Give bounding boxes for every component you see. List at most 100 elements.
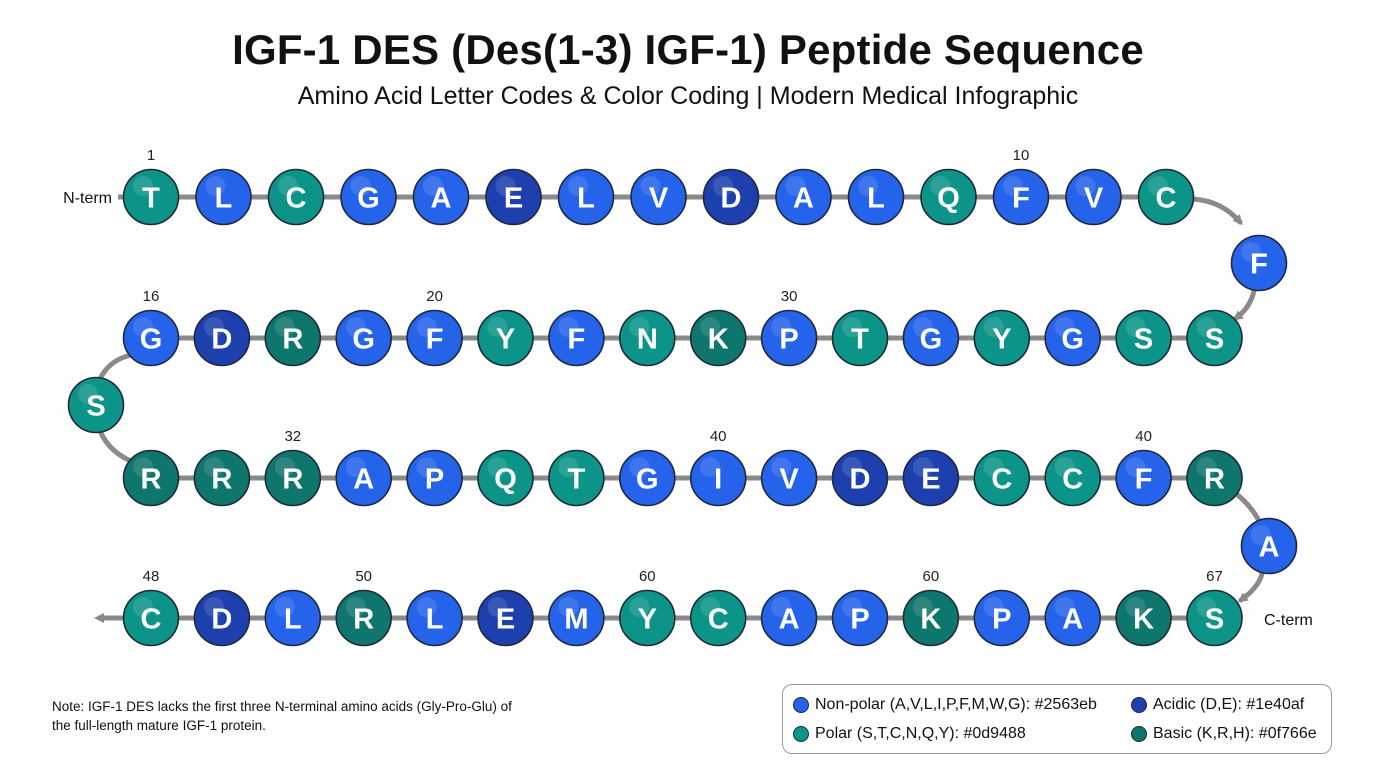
- residue-r3-12-highlight: [912, 457, 933, 477]
- residue-r2-7-circle: [548, 309, 605, 367]
- residue-r4-9-letter: C: [708, 604, 729, 636]
- residue-r2-11-highlight: [842, 317, 862, 337]
- residue-r2-4-highlight: [345, 317, 366, 337]
- residue-r4-14-circle: [1044, 589, 1101, 647]
- residue-r1-12-highlight: [930, 176, 951, 196]
- position-label: 40: [1135, 428, 1152, 445]
- residue-r1-9-highlight: [713, 176, 733, 196]
- residue-r3-13: C: [973, 449, 1031, 507]
- residue-r4-6-circle: [477, 589, 534, 647]
- residue-r4-3: L: [264, 589, 322, 647]
- residue-r1-2: L: [195, 168, 252, 226]
- residue-r1-1-circle: [122, 168, 180, 226]
- residue-r3-6: Q: [477, 449, 534, 507]
- residue-r3-3-circle: [264, 449, 322, 507]
- residue-r2-9-highlight: [700, 317, 721, 337]
- footnote: Note: IGF-1 DES lacks the first three N-…: [52, 699, 512, 733]
- residue-r2-16-circle: [1186, 309, 1243, 367]
- residue-r3-1-letter: R: [141, 464, 162, 496]
- residue-r4-2-circle: [193, 589, 251, 647]
- residue-r4-1-highlight: [133, 597, 153, 617]
- residue-r4-10-highlight: [771, 597, 792, 617]
- residue-r1-13-circle: [992, 168, 1050, 226]
- residue-r1-1-letter: T: [142, 183, 160, 215]
- residue-r2-3-letter: R: [282, 324, 303, 356]
- residue-r4-1-letter: C: [141, 604, 162, 636]
- residue-r4-3-circle: [264, 589, 322, 647]
- residue-r3-5-highlight: [416, 457, 437, 477]
- residue-r3-15-highlight: [1125, 457, 1146, 477]
- residue-r4-12: K: [902, 589, 960, 647]
- residue-r3-11-letter: D: [850, 464, 871, 496]
- residue-r4-2: D: [193, 589, 251, 647]
- residue-r2-14-circle: [1044, 309, 1101, 367]
- residue-r2-1-letter: G: [140, 324, 163, 356]
- residue-r2-13-highlight: [983, 317, 1004, 337]
- residue-r1-15: C: [1137, 168, 1195, 226]
- residue-r1-2-highlight: [205, 176, 226, 196]
- residue-r2-1-circle: [122, 309, 180, 367]
- residue-r3-7: T: [548, 449, 605, 507]
- residue-turn-3-highlight: [1251, 525, 1271, 545]
- residue-r3-4-letter: A: [353, 464, 374, 496]
- residue-r3-3-highlight: [274, 457, 295, 477]
- residue-r2-3-circle: [264, 309, 322, 367]
- residue-r3-10: V: [760, 449, 818, 507]
- residue-r4-11-circle: [831, 589, 889, 647]
- residue-r2-16-letter: S: [1205, 324, 1224, 356]
- residue-r4-7-circle: [548, 589, 605, 647]
- residue-turn-2-circle: [67, 376, 125, 434]
- residue-r3-3: R: [264, 449, 322, 507]
- n-term-label: N-term: [63, 190, 112, 207]
- residue-r2-16-highlight: [1196, 317, 1217, 337]
- legend-item-polar: Polar (S,T,C,N,Q,Y): #0d9488: [793, 725, 1026, 743]
- residue-r4-8: Y: [618, 589, 676, 647]
- residue-r1-4-highlight: [350, 176, 371, 196]
- residue-r1-8: V: [630, 168, 687, 226]
- residue-r4-4-circle: [335, 589, 393, 647]
- residue-r3-5: P: [406, 449, 463, 507]
- residue-r2-10-circle: [760, 309, 818, 367]
- residue-r1-5-letter: A: [431, 183, 452, 215]
- residue-r2-1-highlight: [133, 317, 153, 337]
- residue-r4-8-letter: Y: [638, 604, 657, 636]
- residue-r2-8: N: [618, 309, 676, 367]
- residue-r1-11-highlight: [858, 176, 878, 196]
- residue-r2-12-letter: G: [920, 324, 943, 356]
- residue-r3-7-highlight: [558, 457, 579, 477]
- legend-label-acidic: Acidic (D,E): #1e40af: [1153, 696, 1305, 713]
- position-label: 1: [147, 147, 155, 164]
- residue-r3-9-letter: I: [714, 464, 722, 496]
- residue-r3-8-highlight: [629, 457, 650, 477]
- legend-swatch-acidic: [1131, 697, 1147, 713]
- residue-beads: T L C G A E L V D A L Q F V C G D R G F Y F N K P T G Y G S S R R R A P Q T G I…: [67, 168, 1298, 647]
- residue-r1-13-highlight: [1003, 176, 1023, 196]
- residue-r1-8-highlight: [640, 176, 661, 196]
- residue-r3-3-letter: R: [282, 464, 303, 496]
- residue-r1-7-letter: L: [577, 183, 595, 215]
- residue-r1-14-letter: V: [1084, 183, 1104, 215]
- residue-r4-13-circle: [973, 589, 1031, 647]
- residue-r3-15-circle: [1115, 449, 1172, 507]
- residue-r2-15: S: [1115, 309, 1172, 367]
- residue-r2-9-letter: K: [708, 324, 729, 356]
- residue-r1-6: E: [485, 168, 542, 226]
- residue-r3-6-highlight: [487, 457, 508, 477]
- residue-r1-1: T: [122, 168, 180, 226]
- residue-r2-3: R: [264, 309, 322, 367]
- residue-r3-16-circle: [1186, 449, 1243, 507]
- backbone-connectors: [94, 194, 1265, 623]
- residue-r4-12-highlight: [912, 597, 933, 617]
- residue-r4-6-letter: E: [496, 604, 515, 636]
- residue-r1-9: D: [702, 168, 760, 226]
- position-label: 60: [639, 568, 656, 585]
- residue-r1-6-circle: [485, 168, 542, 226]
- turn-2-connector-out: [98, 430, 134, 464]
- residue-r3-16-letter: R: [1204, 464, 1225, 496]
- residue-r2-2-letter: D: [211, 324, 232, 356]
- residue-r3-9-circle: [689, 449, 747, 507]
- residue-r3-9-highlight: [700, 457, 721, 477]
- residue-r3-6-letter: Q: [494, 464, 517, 496]
- residue-r3-11-circle: [831, 449, 889, 507]
